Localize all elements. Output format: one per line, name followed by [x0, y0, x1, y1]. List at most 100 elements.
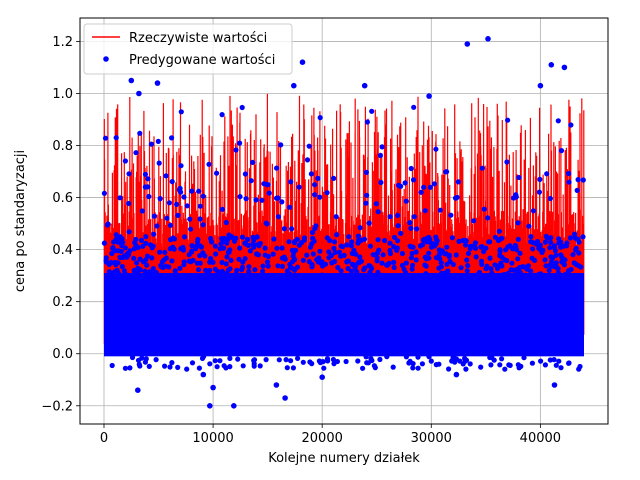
predicted-point	[237, 245, 243, 251]
predicted-point	[140, 259, 147, 265]
predicted-point	[372, 365, 378, 371]
predicted-point	[233, 147, 239, 153]
predicted-point	[217, 246, 223, 252]
predicted-point	[197, 253, 203, 259]
predicted-point	[472, 240, 479, 246]
predicted-point	[167, 246, 173, 252]
predicted-point	[566, 179, 572, 185]
predicted-point	[315, 175, 321, 181]
predicted-point	[317, 248, 323, 254]
predicted-point	[137, 130, 143, 136]
predicted-point	[123, 272, 129, 278]
predicted-point	[310, 235, 316, 241]
predicted-point	[304, 157, 311, 163]
predicted-point	[421, 236, 428, 242]
predicted-point	[554, 264, 560, 270]
predicted-point	[415, 354, 421, 360]
predicted-point	[375, 209, 381, 215]
predicted-point	[467, 246, 473, 252]
predicted-point	[403, 354, 409, 360]
predicted-point	[158, 262, 164, 269]
predicted-point	[450, 261, 456, 267]
predicted-point	[505, 117, 511, 123]
predicted-point	[103, 255, 109, 261]
predicted-point	[491, 357, 497, 363]
predicted-point	[566, 170, 572, 177]
predicted-outlier-point	[299, 59, 306, 65]
predicted-point	[178, 109, 184, 115]
predicted-point	[411, 214, 417, 220]
predicted-point	[564, 243, 570, 249]
predicted-point	[573, 261, 579, 267]
predicted-point	[207, 259, 213, 265]
predicted-point	[207, 361, 213, 367]
predicted-point	[276, 357, 282, 363]
predicted-point	[151, 213, 157, 219]
predicted-point	[420, 242, 426, 248]
predicted-point	[526, 223, 532, 229]
predicted-point	[126, 171, 132, 177]
predicted-point	[208, 236, 214, 242]
predicted-point	[296, 242, 302, 248]
predicted-point	[287, 204, 293, 210]
predicted-point	[281, 254, 287, 260]
predicted-point	[411, 104, 417, 110]
predicted-point	[284, 268, 290, 274]
predicted-point	[206, 161, 212, 167]
predicted-point	[516, 174, 522, 181]
legend-entry-predygowane: Predygowane wartości	[129, 53, 275, 68]
predicted-point	[266, 190, 272, 196]
predicted-point	[353, 251, 359, 257]
predicted-point	[231, 238, 238, 244]
predicted-outlier-point	[231, 403, 237, 409]
predicted-point	[408, 165, 414, 172]
predicted-point	[575, 236, 581, 242]
predicted-point	[113, 262, 119, 268]
predicted-point	[551, 243, 558, 249]
predicted-point	[380, 252, 386, 258]
predicted-point	[345, 258, 351, 264]
predicted-point	[532, 257, 538, 263]
predicted-point	[374, 250, 380, 256]
predicted-point	[378, 179, 384, 186]
predicted-point	[284, 365, 290, 371]
predicted-point	[452, 195, 459, 201]
y-tick-label: −0.2	[41, 399, 73, 414]
predicted-point	[167, 364, 173, 370]
predicted-point	[384, 354, 390, 360]
predicted-point	[463, 242, 469, 248]
predicted-point	[567, 235, 574, 241]
predicted-point	[433, 272, 439, 278]
predicted-point	[403, 260, 409, 266]
predicted-point	[382, 237, 388, 244]
x-tick-label: 40000	[520, 431, 561, 446]
predicted-point	[178, 246, 184, 252]
predicted-point	[384, 262, 390, 268]
predicted-point	[115, 270, 121, 276]
predicted-outlier-point	[537, 82, 544, 89]
predicted-point	[228, 257, 234, 263]
predicted-point	[363, 200, 369, 206]
predicted-point	[139, 355, 145, 361]
predicted-point	[188, 226, 194, 232]
predicted-point	[409, 266, 415, 272]
predicted-point	[537, 176, 543, 182]
predicted-point	[113, 232, 119, 238]
predicted-point	[377, 152, 383, 159]
predicted-point	[379, 144, 385, 150]
predicted-point	[426, 250, 432, 256]
predicted-point	[262, 245, 268, 251]
predicted-point	[455, 179, 461, 185]
predicted-point	[217, 358, 223, 364]
predicted-point	[444, 244, 450, 250]
predicted-point	[295, 355, 301, 361]
predicted-point	[291, 239, 298, 246]
predicted-point	[473, 254, 479, 260]
predicted-point	[175, 212, 181, 218]
predicted-point	[134, 260, 140, 266]
predicted-point	[296, 184, 302, 190]
predicted-point	[109, 362, 115, 369]
predicted-point	[139, 208, 145, 214]
predicted-point	[556, 358, 562, 364]
predicted-point	[360, 365, 366, 371]
